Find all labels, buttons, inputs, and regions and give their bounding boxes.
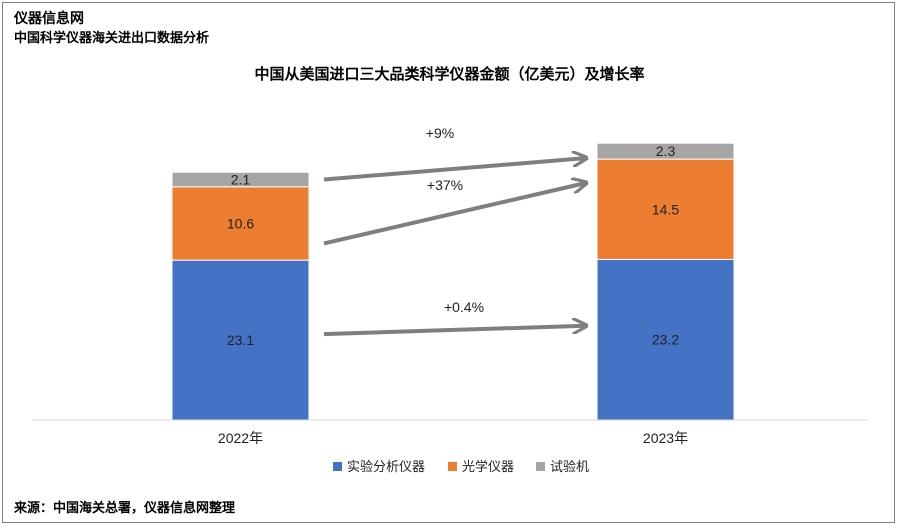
x-tick-label-2: 2023年 [643,430,688,446]
data-label-optical-2: 14.5 [652,201,679,217]
data-label-testing-2: 2.3 [656,143,676,159]
site-name: 仪器信息网 [14,11,84,27]
legend-swatch-analytical [333,462,342,471]
legend-label-testing: 试验机 [550,459,589,475]
data-label-analytical-2: 23.2 [652,332,679,348]
legend-swatch-optical [448,462,457,471]
data-label-analytical-1: 23.1 [227,332,254,348]
growth-arrow-optical [323,183,585,246]
legend-label-analytical: 实验分析仪器 [347,459,425,475]
source-note: 来源：中国海关总署，仪器信息网整理 [14,501,236,516]
growth-label-optical: +37% [427,177,463,193]
growth-arrow-analytical [323,326,585,337]
bar-optical-1 [171,186,310,261]
legend-label-optical: 光学仪器 [462,459,514,475]
bar-testing-1 [171,171,310,188]
growth-label-analytical: +0.4% [444,299,484,315]
data-label-optical-1: 10.6 [227,215,254,231]
site-subtitle: 中国科学仪器海关进出口数据分析 [14,31,210,46]
bar-testing-2 [596,142,735,160]
chart-title: 中国从美国进口三大品类科学仪器金额（亿美元）及增长率 [254,65,645,83]
x-tick-label-1: 2022年 [218,430,263,446]
bar-optical-2 [596,158,735,260]
data-label-testing-1: 2.1 [231,172,251,188]
growth-arrow-testing [323,158,585,182]
legend-swatch-testing [536,462,545,471]
bar-analytical-1 [171,259,310,421]
bar-analytical-2 [596,258,735,421]
growth-label-testing: +9% [426,125,454,141]
